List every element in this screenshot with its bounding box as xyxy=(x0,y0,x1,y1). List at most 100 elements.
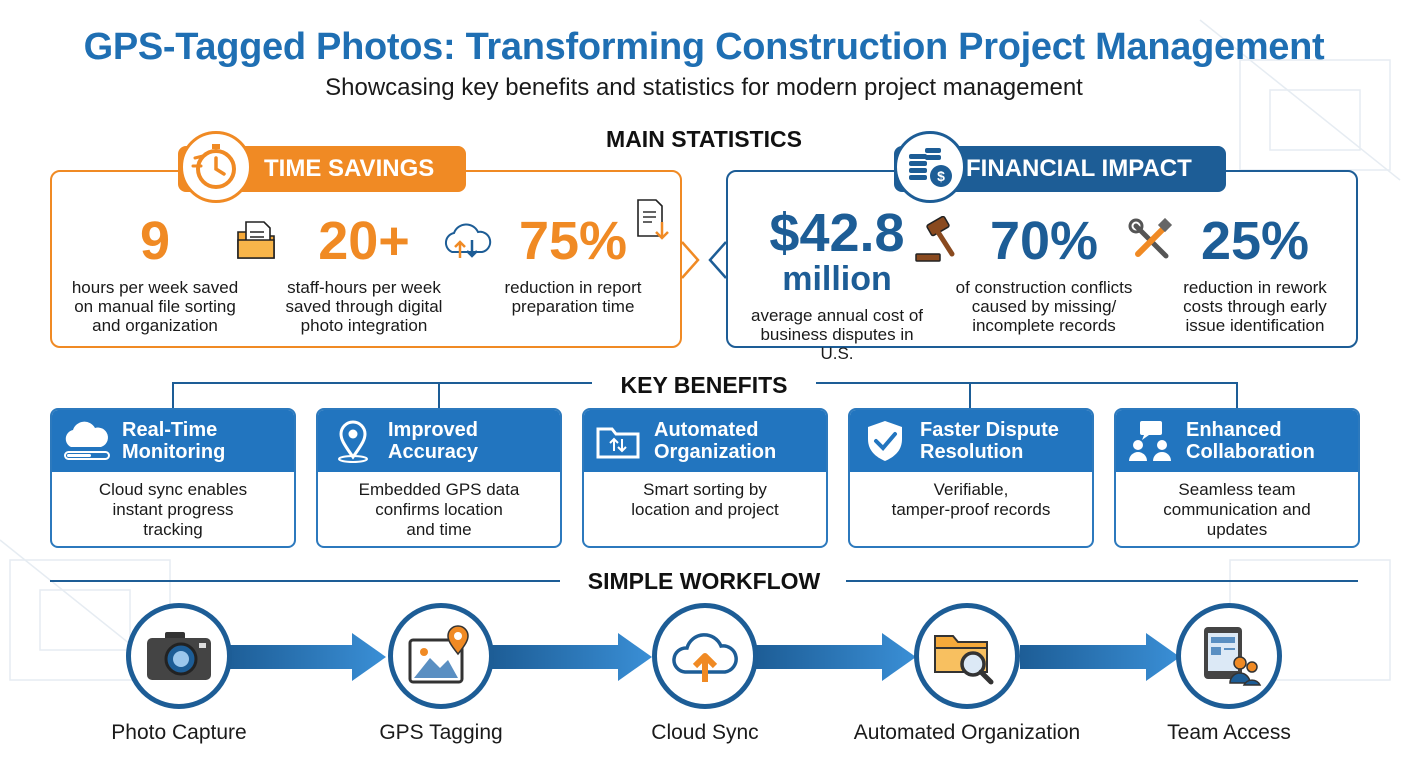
stat-value: 70% xyxy=(989,211,1099,271)
stat-desc-line: photo integration xyxy=(300,316,428,335)
benefit-desc-line: location and project xyxy=(631,500,779,519)
benefit-card-real-time-monitoring: Real-Time Monitoring Cloud sync enables i… xyxy=(50,408,296,548)
team-chat-icon xyxy=(1116,410,1186,472)
shield-check-icon xyxy=(850,410,920,472)
key-benefits-heading: KEY BENEFITS xyxy=(620,372,788,398)
svg-text:$: $ xyxy=(937,168,945,184)
financial-impact-panel xyxy=(726,170,1358,348)
connector-line xyxy=(816,382,1236,384)
stat-desc-line: and organization xyxy=(92,316,218,335)
workflow-arrow xyxy=(226,633,386,681)
benefit-title-line: Resolution xyxy=(920,441,1024,463)
benefit-desc-line: communication and xyxy=(1163,500,1311,519)
workflow-label: GPS Tagging xyxy=(379,721,503,744)
benefit-card-automated-organization: Automated Organization Smart sorting by l… xyxy=(582,408,828,548)
stat-staff-hours: 20+ staff-hours per week saved through d… xyxy=(266,214,462,335)
stat-report-reduction: 75% reduction in report preparation time xyxy=(478,214,668,316)
panel-connector xyxy=(681,241,727,279)
stat-desc-line: of construction conflicts xyxy=(955,278,1133,297)
stat-desc-line: hours per week saved xyxy=(71,278,239,297)
cloud-upload-icon xyxy=(672,633,738,682)
benefit-title-line: Real-Time xyxy=(122,419,218,441)
workflow-step-automated-organization xyxy=(914,603,1020,709)
benefit-desc-line: Embedded GPS data xyxy=(358,480,520,499)
benefit-title-line: Automated xyxy=(654,419,759,441)
benefit-title-line: Improved xyxy=(388,419,479,441)
benefit-desc-line: and time xyxy=(406,520,472,539)
stat-dispute-cost: $42.8 million average annual cost of bus… xyxy=(742,206,932,363)
stat-hours-saved: 9 hours per week saved on manual file so… xyxy=(60,214,250,335)
cloud-progress-icon xyxy=(52,410,122,472)
workflow-step-team-access xyxy=(1176,603,1282,709)
stat-desc-line: reduction in report xyxy=(504,278,642,297)
stat-value-unit: million xyxy=(782,260,892,298)
benefit-title-line: Accuracy xyxy=(388,441,479,463)
workflow-step-gps-tagging xyxy=(388,603,494,709)
time-savings-panel xyxy=(50,170,682,348)
workflow-step-cloud-sync xyxy=(652,603,758,709)
folder-sort-icon xyxy=(584,410,654,472)
benefit-desc-line: Smart sorting by xyxy=(643,480,767,499)
workflow-arrow xyxy=(756,633,916,681)
benefit-card-improved-accuracy: Improved Accuracy Embedded GPS data confi… xyxy=(316,408,562,548)
stat-desc-line: reduction in rework xyxy=(1183,278,1327,297)
page-title: GPS-Tagged Photos: Transforming Construc… xyxy=(83,26,1325,68)
stat-desc-line: saved through digital xyxy=(285,297,443,316)
benefit-desc-line: Verifiable, xyxy=(933,480,1009,499)
benefit-desc-line: confirms location xyxy=(375,500,503,519)
benefit-desc-line: tamper-proof records xyxy=(891,500,1051,519)
simple-workflow-heading: SIMPLE WORKFLOW xyxy=(587,568,821,594)
stat-desc-line: average annual cost of xyxy=(750,306,923,325)
workflow-rule xyxy=(846,580,1358,582)
workflow-rule xyxy=(50,580,560,582)
stat-value: 9 xyxy=(139,211,171,271)
photo-pin-icon xyxy=(408,625,469,684)
stat-desc-line: business disputes in U.S. xyxy=(760,325,914,363)
benefit-card-faster-dispute-resolution: Faster Dispute Resolution Verifiable, tam… xyxy=(848,408,1094,548)
stat-rework-reduction: 25% reduction in rework costs through ea… xyxy=(1162,214,1348,335)
stat-value: 25% xyxy=(1200,211,1310,271)
benefit-title-line: Faster Dispute xyxy=(920,419,1059,441)
stat-value: 75% xyxy=(518,211,628,271)
benefit-title-line: Monitoring xyxy=(122,441,226,463)
stat-desc-line: preparation time xyxy=(511,297,635,316)
benefit-desc-line: Seamless team xyxy=(1178,480,1296,499)
stat-desc-line: staff-hours per week xyxy=(287,278,441,297)
stat-desc-line: costs through early xyxy=(1183,297,1327,316)
workflow-step-photo-capture xyxy=(126,603,232,709)
stat-value: $42.8 xyxy=(769,203,905,263)
workflow-arrow xyxy=(492,633,652,681)
connector-line xyxy=(438,382,440,408)
benefit-title-line: Collaboration xyxy=(1186,441,1315,463)
benefit-title-line: Enhanced xyxy=(1186,419,1282,441)
stat-construction-conflicts: 70% of construction conflicts caused by … xyxy=(946,214,1142,335)
benefit-title-line: Organization xyxy=(654,441,777,463)
coins-icon: $ xyxy=(894,131,966,203)
connector-line xyxy=(172,382,174,408)
location-pin-icon xyxy=(318,410,388,472)
tools-icon xyxy=(1128,218,1173,259)
connector-line xyxy=(172,382,592,384)
page-subtitle: Showcasing key benefits and statistics f… xyxy=(325,74,1083,101)
folder-document-icon xyxy=(237,221,275,259)
gavel-icon xyxy=(915,216,955,262)
workflow-label: Team Access xyxy=(1167,721,1291,744)
benefit-desc-line: updates xyxy=(1206,520,1268,539)
benefit-desc-line: instant progress xyxy=(112,500,234,519)
camera-icon xyxy=(147,632,211,680)
stopwatch-icon xyxy=(180,131,252,203)
connector-line xyxy=(1236,382,1238,408)
benefit-card-enhanced-collaboration: Enhanced Collaboration Seamless team comm… xyxy=(1114,408,1360,548)
benefit-desc-line: Cloud sync enables xyxy=(98,480,248,499)
folder-search-icon xyxy=(934,635,994,685)
stat-desc-line: issue identification xyxy=(1185,316,1325,335)
tablet-team-icon xyxy=(1204,627,1262,686)
stat-desc-line: incomplete records xyxy=(972,316,1116,335)
workflow-label: Photo Capture xyxy=(111,721,247,744)
cloud-sync-icon xyxy=(444,223,492,258)
workflow-label: Automated Organization xyxy=(853,721,1081,744)
workflow-arrow xyxy=(1020,633,1180,681)
workflow-label: Cloud Sync xyxy=(651,721,759,744)
report-download-icon xyxy=(637,199,669,240)
connector-line xyxy=(969,382,971,408)
